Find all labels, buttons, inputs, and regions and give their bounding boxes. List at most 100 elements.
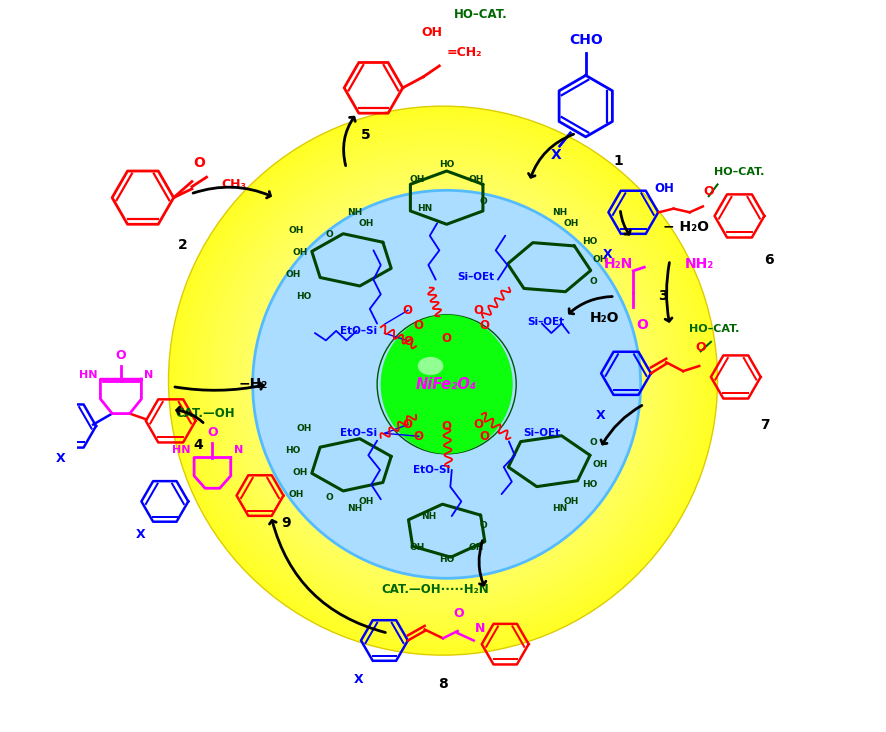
Text: OH: OH: [593, 460, 608, 469]
Text: O: O: [589, 438, 597, 447]
Text: −H₂: −H₂: [238, 377, 268, 392]
Ellipse shape: [439, 373, 443, 378]
Text: O: O: [479, 521, 487, 530]
Text: NH: NH: [553, 208, 568, 217]
Text: HN: HN: [417, 204, 432, 213]
Ellipse shape: [189, 127, 697, 635]
Ellipse shape: [278, 216, 608, 545]
Ellipse shape: [237, 175, 649, 586]
Text: O: O: [479, 197, 487, 206]
Text: O: O: [473, 418, 483, 431]
Ellipse shape: [407, 341, 482, 420]
Ellipse shape: [408, 346, 478, 415]
Text: − H₂O: − H₂O: [663, 220, 709, 234]
Text: X: X: [354, 673, 363, 686]
Ellipse shape: [416, 351, 470, 407]
Ellipse shape: [223, 161, 663, 600]
Ellipse shape: [397, 331, 494, 433]
Ellipse shape: [437, 371, 446, 381]
Ellipse shape: [385, 319, 508, 449]
Ellipse shape: [391, 325, 501, 441]
Ellipse shape: [216, 154, 670, 607]
Text: OH: OH: [655, 182, 675, 195]
Text: NH: NH: [421, 512, 436, 520]
Ellipse shape: [168, 106, 718, 655]
Ellipse shape: [320, 257, 566, 504]
Text: X: X: [602, 248, 612, 261]
Ellipse shape: [285, 223, 601, 539]
Text: OH: OH: [563, 219, 579, 228]
Text: O: O: [326, 493, 333, 502]
Text: 8: 8: [438, 677, 448, 692]
Text: N: N: [144, 370, 153, 380]
Text: O: O: [703, 185, 714, 198]
Text: O: O: [403, 304, 413, 317]
Ellipse shape: [431, 365, 453, 389]
Text: 2: 2: [178, 238, 188, 253]
Ellipse shape: [333, 271, 553, 490]
Text: O: O: [454, 607, 464, 620]
Ellipse shape: [196, 133, 690, 627]
Text: O: O: [326, 230, 333, 239]
Ellipse shape: [421, 355, 465, 402]
Ellipse shape: [415, 349, 472, 409]
Ellipse shape: [368, 305, 518, 456]
Text: OH: OH: [359, 497, 374, 506]
Text: O: O: [479, 430, 490, 443]
Text: X: X: [551, 149, 562, 163]
Text: NH₂: NH₂: [685, 256, 714, 271]
Ellipse shape: [423, 357, 462, 399]
Text: 3: 3: [657, 289, 667, 304]
Text: EtO–Si: EtO–Si: [340, 326, 377, 336]
Ellipse shape: [230, 168, 656, 594]
Text: 1: 1: [614, 154, 624, 168]
Text: OH: OH: [289, 226, 304, 235]
Ellipse shape: [405, 339, 484, 422]
Ellipse shape: [402, 340, 484, 422]
Ellipse shape: [383, 317, 510, 451]
Ellipse shape: [253, 190, 641, 578]
Ellipse shape: [175, 113, 711, 649]
Text: O: O: [193, 155, 206, 170]
Text: Si–OEt: Si–OEt: [524, 428, 560, 438]
Ellipse shape: [400, 335, 489, 427]
Text: H₂O: H₂O: [589, 311, 618, 326]
Text: HO: HO: [439, 160, 455, 169]
Text: OH: OH: [409, 543, 425, 552]
Ellipse shape: [251, 189, 635, 572]
Text: OH: OH: [469, 175, 484, 184]
Text: X: X: [56, 452, 66, 465]
Ellipse shape: [424, 359, 460, 397]
Text: CAT.—OH·····H₂N: CAT.—OH·····H₂N: [382, 583, 490, 596]
Ellipse shape: [306, 243, 580, 518]
Text: HO: HO: [582, 237, 597, 246]
Text: OH: OH: [359, 219, 374, 228]
Text: CAT.—OH: CAT.—OH: [175, 407, 235, 420]
Ellipse shape: [244, 182, 642, 580]
Ellipse shape: [354, 291, 532, 470]
Ellipse shape: [395, 332, 491, 429]
Text: HO: HO: [296, 292, 312, 301]
Text: NH: NH: [347, 208, 362, 217]
Ellipse shape: [394, 329, 496, 436]
Ellipse shape: [299, 236, 587, 525]
Text: H₂N: H₂N: [604, 256, 633, 271]
Text: =CH₂: =CH₂: [447, 46, 482, 59]
Ellipse shape: [419, 354, 467, 404]
Text: NiFe₂O₄: NiFe₂O₄: [416, 377, 478, 392]
Text: HO–CAT.: HO–CAT.: [688, 324, 739, 335]
Text: O: O: [115, 349, 126, 362]
Ellipse shape: [399, 333, 491, 430]
Text: HN: HN: [553, 504, 568, 513]
Text: OH: OH: [593, 255, 608, 264]
Text: O: O: [404, 335, 414, 348]
Text: X: X: [136, 528, 145, 541]
Ellipse shape: [210, 147, 676, 614]
Ellipse shape: [381, 315, 513, 454]
Ellipse shape: [258, 195, 628, 566]
Ellipse shape: [361, 299, 525, 463]
Text: O: O: [207, 426, 218, 439]
Ellipse shape: [392, 327, 498, 438]
Ellipse shape: [271, 209, 615, 552]
Text: NH: NH: [347, 504, 362, 513]
